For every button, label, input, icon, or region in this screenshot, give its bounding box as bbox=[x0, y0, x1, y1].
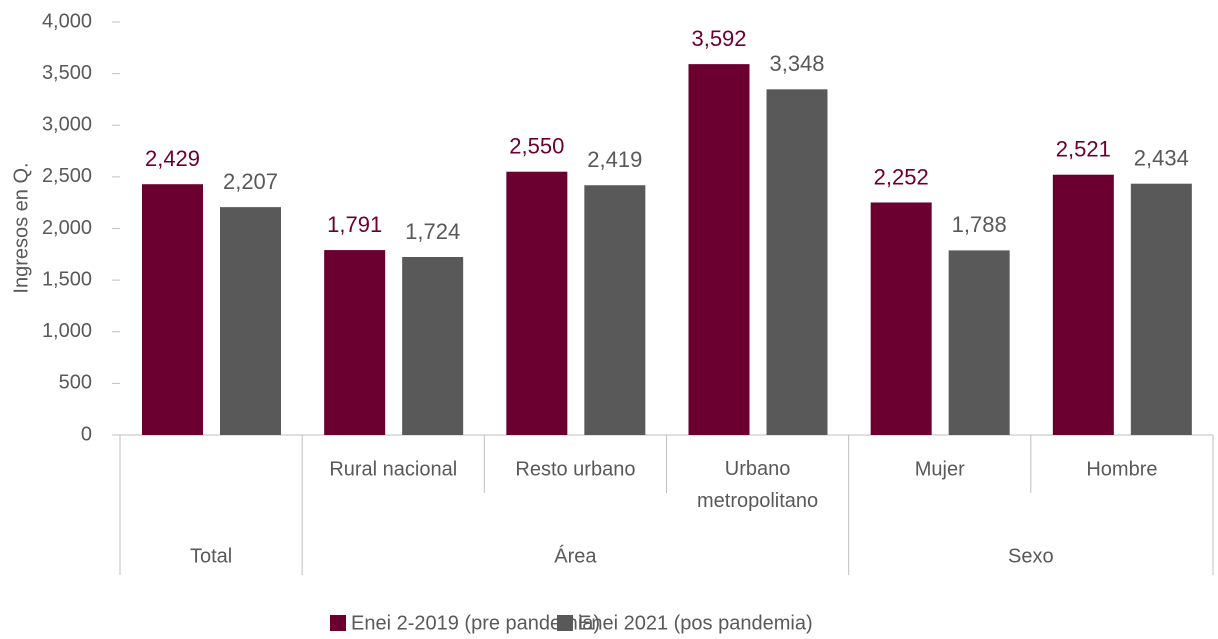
bar bbox=[766, 89, 828, 435]
data-label: 3,348 bbox=[769, 51, 824, 76]
x-tick-label: Hombre bbox=[1086, 458, 1157, 480]
legend-swatch bbox=[557, 615, 573, 631]
data-label: 2,207 bbox=[223, 169, 278, 194]
bar bbox=[324, 250, 386, 435]
y-tick-label: 1,500 bbox=[42, 268, 92, 290]
group-label: Sexo bbox=[1008, 545, 1054, 567]
y-tick-label: 2,000 bbox=[42, 217, 92, 239]
data-label: 2,252 bbox=[874, 164, 929, 189]
data-label: 2,419 bbox=[587, 147, 642, 172]
bar bbox=[220, 207, 281, 435]
y-tick-label: 3,500 bbox=[42, 62, 92, 84]
legend-label: Enei 2021 (pos pandemia) bbox=[578, 612, 813, 634]
bar bbox=[948, 250, 1010, 435]
y-tick-label: 1,000 bbox=[42, 320, 92, 342]
x-tick-label: Resto urbano bbox=[515, 458, 635, 480]
bar bbox=[142, 184, 203, 435]
data-label: 2,434 bbox=[1134, 146, 1189, 171]
data-label: 2,550 bbox=[509, 134, 564, 159]
y-tick-label: 2,500 bbox=[42, 165, 92, 187]
x-tick-label: Mujer bbox=[915, 458, 965, 480]
y-tick-label: 500 bbox=[59, 372, 92, 394]
data-label: 3,592 bbox=[691, 26, 746, 51]
bar bbox=[1052, 174, 1114, 435]
data-label: 1,788 bbox=[952, 212, 1007, 237]
bar bbox=[870, 202, 932, 435]
y-axis-title: Ingresos en Q. bbox=[10, 162, 32, 293]
group-label: Total bbox=[190, 545, 232, 567]
y-tick-label: 0 bbox=[81, 423, 92, 445]
y-tick-label: 4,000 bbox=[42, 10, 92, 32]
x-tick-label: Rural nacional bbox=[329, 458, 457, 480]
data-label: 2,521 bbox=[1056, 137, 1111, 162]
bar bbox=[688, 64, 750, 435]
y-tick-label: 3,000 bbox=[42, 114, 92, 136]
x-tick-label: Urbano metropolitano bbox=[697, 458, 818, 512]
group-label: Área bbox=[554, 544, 597, 567]
bar bbox=[506, 171, 568, 435]
bar bbox=[584, 185, 646, 435]
data-label: 1,791 bbox=[327, 212, 382, 237]
data-label: 1,724 bbox=[405, 219, 460, 244]
bar bbox=[1130, 183, 1192, 435]
bar bbox=[402, 256, 464, 435]
legend-swatch bbox=[330, 615, 346, 631]
legend-label: Enei 2-2019 (pre pandemia) bbox=[351, 612, 600, 634]
data-label: 2,429 bbox=[145, 146, 200, 171]
